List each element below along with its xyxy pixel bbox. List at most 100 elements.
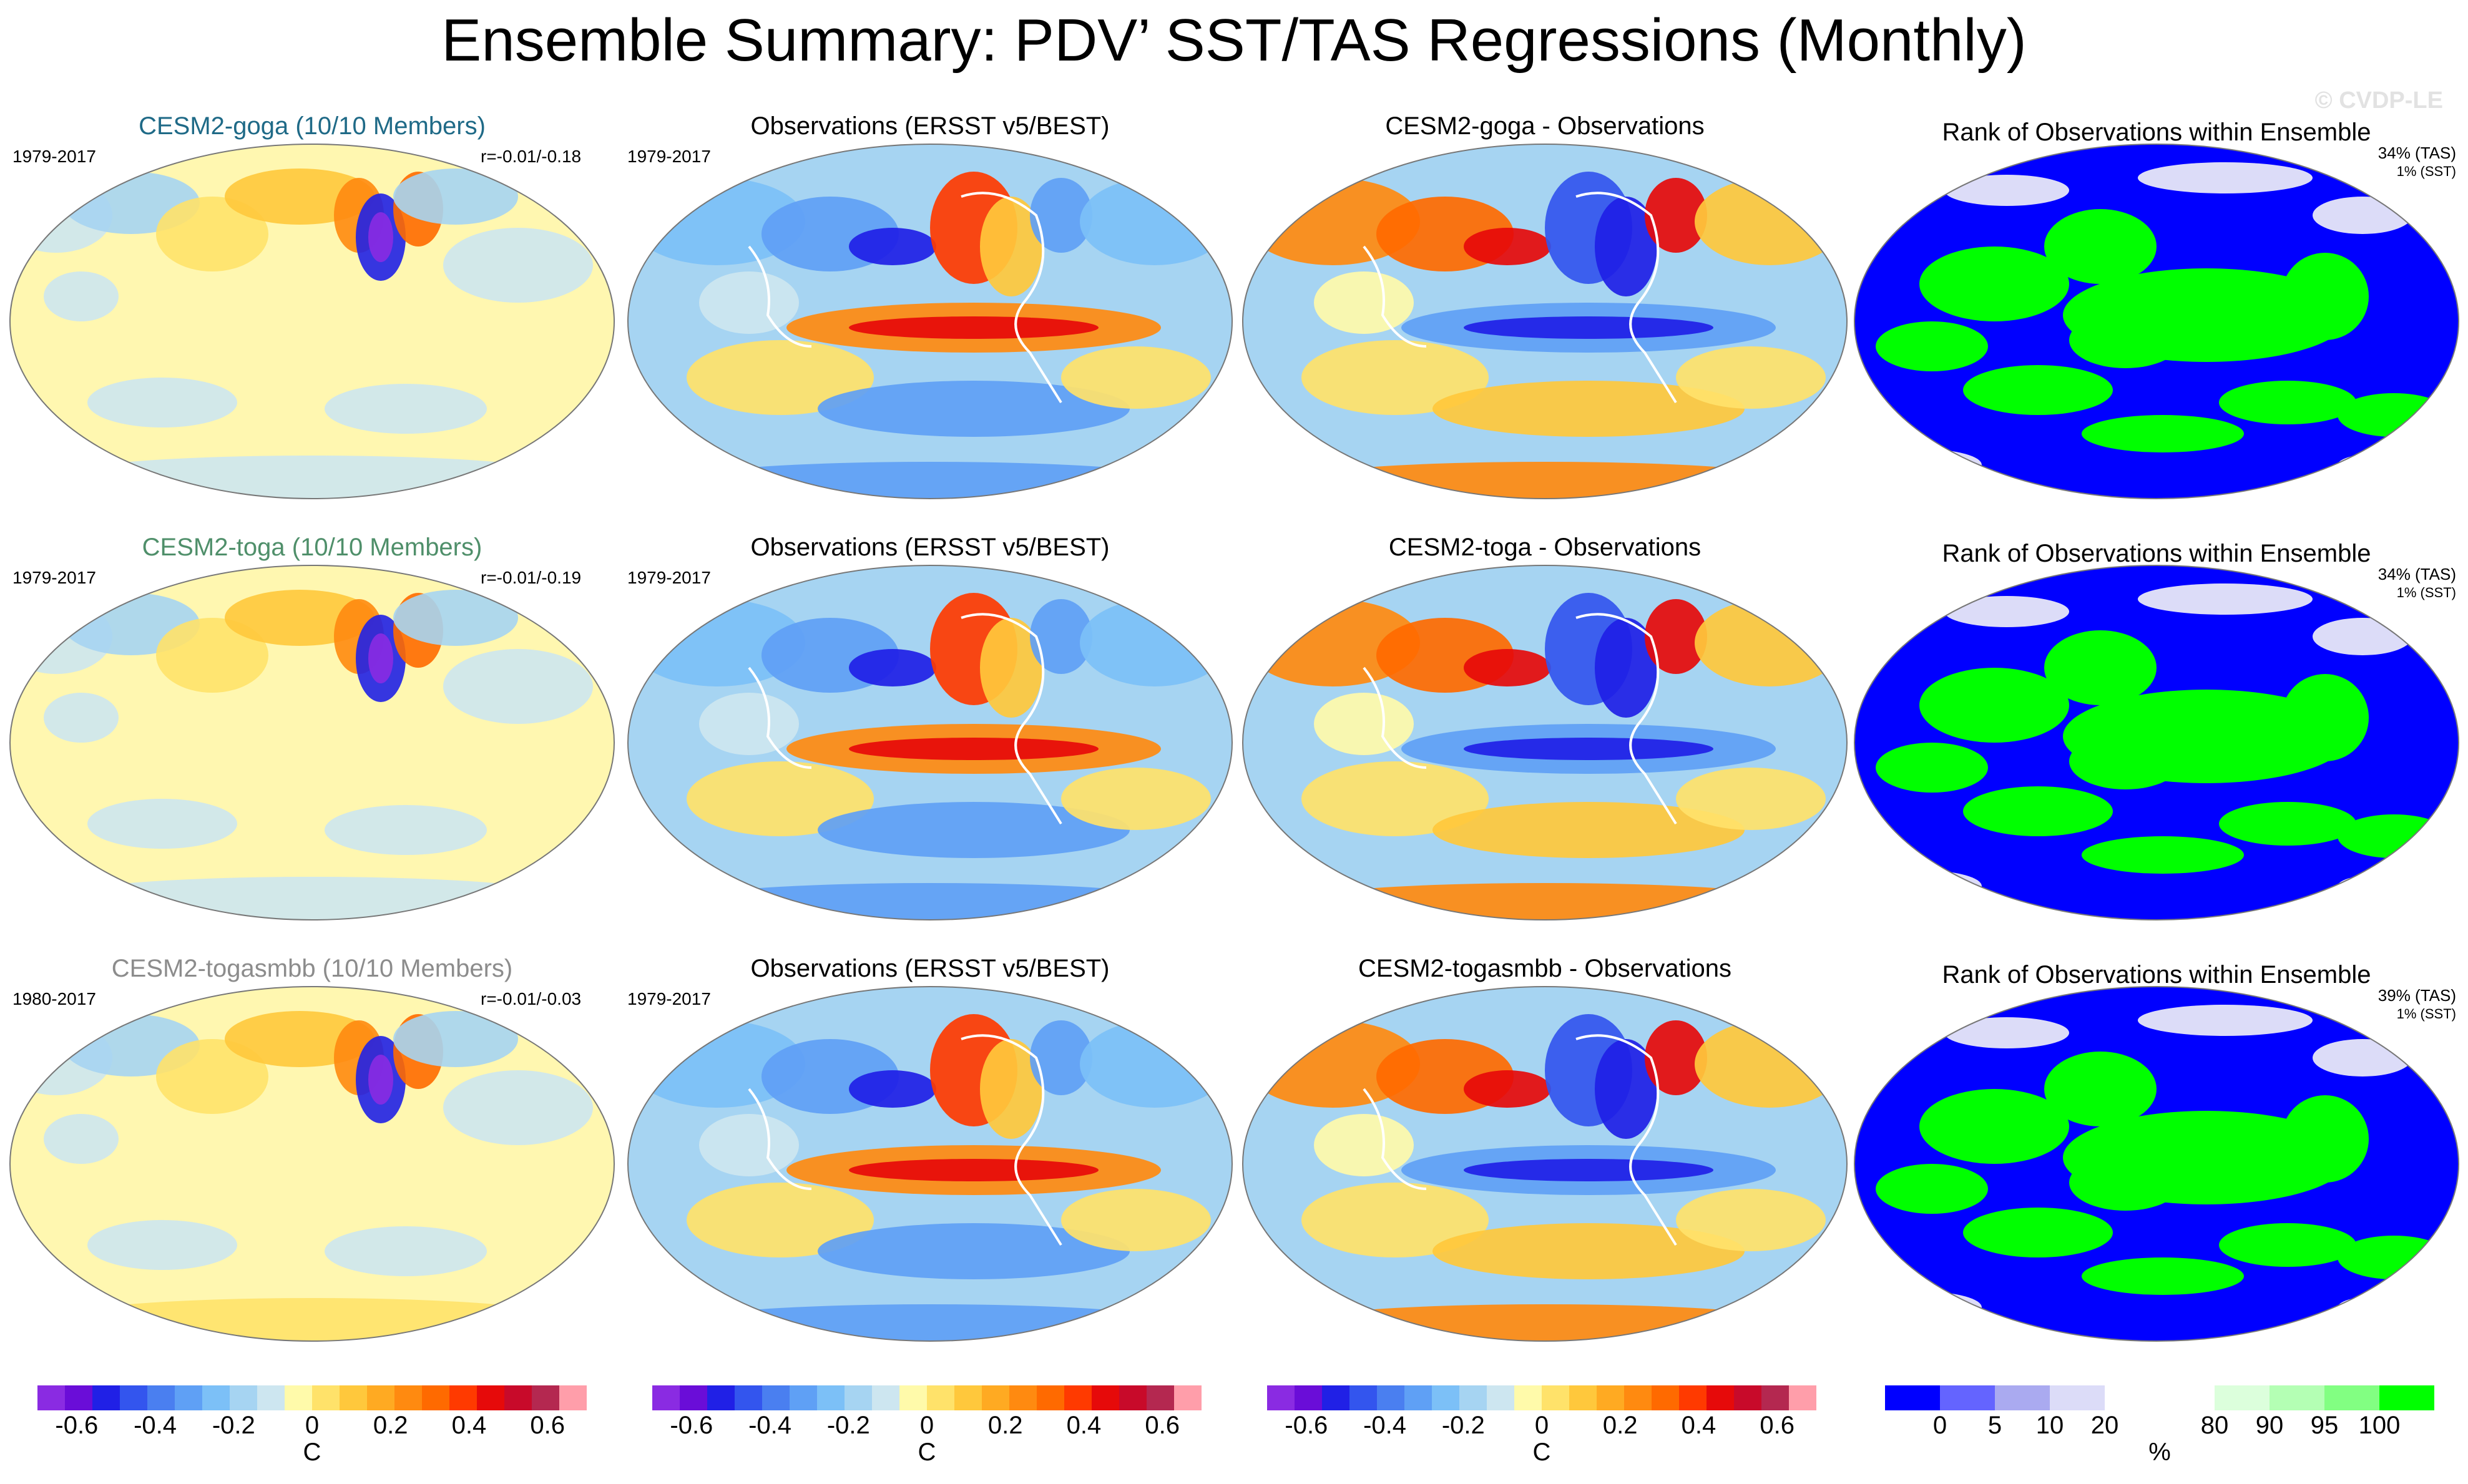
field-blob xyxy=(1695,599,1844,686)
obs-map xyxy=(624,983,1236,1345)
colorbar-tick-label: 10 xyxy=(2035,1412,2064,1439)
field-blob xyxy=(1276,462,1813,499)
colorbar-swatch xyxy=(1037,1385,1064,1410)
field-blob xyxy=(87,378,237,427)
map-rank-0 xyxy=(1851,140,2462,502)
field-blob xyxy=(1061,346,1211,409)
obs-panel-title: Observations (ERSST v5/BEST) xyxy=(750,112,1110,140)
colorbar-swatch xyxy=(1404,1385,1432,1410)
field-blob xyxy=(1464,738,1713,760)
field-blob xyxy=(849,1159,1099,1181)
coastline xyxy=(1575,613,1677,825)
rank-region-mid xyxy=(2313,197,2412,234)
pattern-correlation: r=-0.01/-0.18 xyxy=(481,147,582,166)
rank-region-high xyxy=(2069,1154,2182,1211)
diff-map xyxy=(1239,562,1851,924)
field-blob xyxy=(818,802,1130,858)
rank-region-high xyxy=(2338,393,2450,437)
rank-tas-stat: 34% (TAS) xyxy=(2377,565,2456,583)
rank-region-high xyxy=(2044,209,2157,284)
colorbar-swatch xyxy=(65,1385,92,1410)
rank-region-mid xyxy=(2138,583,2313,615)
model-map xyxy=(6,983,618,1345)
model-period: 1980-2017 xyxy=(12,989,96,1008)
coastline xyxy=(748,245,812,348)
field-blob xyxy=(1645,1020,1707,1095)
diff-panel-title: CESM2-togasmbb - Observations xyxy=(1358,955,1731,982)
field-blob xyxy=(1695,1020,1844,1108)
colorbar-tick-label: 100 xyxy=(2358,1412,2401,1439)
colorbar-swatch xyxy=(1789,1385,1816,1410)
colorbar-swatch xyxy=(707,1385,735,1410)
rank-region-mid xyxy=(1944,175,2069,206)
coastline xyxy=(1575,1034,1677,1246)
rank-region-high xyxy=(2044,630,2157,705)
rank-region-high xyxy=(1876,743,1988,793)
coastline xyxy=(748,666,812,769)
colorbar-tick-label: 80 xyxy=(2200,1412,2229,1439)
coastline xyxy=(1363,245,1427,348)
field-blob xyxy=(325,384,487,434)
field-blob xyxy=(368,633,393,683)
colorbar-swatch xyxy=(477,1385,504,1410)
field-blob xyxy=(1030,1020,1092,1095)
rank-region-high xyxy=(1963,786,2113,836)
colorbar-tick-label: -0.4 xyxy=(134,1412,177,1439)
rank-region-mid xyxy=(1869,1292,1982,1323)
colorbar-swatch xyxy=(2160,1385,2215,1410)
field-blob xyxy=(1432,381,1745,437)
diff-panel-title: CESM2-goga - Observations xyxy=(1385,112,1705,140)
map-outline xyxy=(627,144,1233,499)
rank-region-mid xyxy=(1944,1017,2069,1048)
rank-colorbar xyxy=(1885,1385,2434,1410)
colorbar-tick-label: -0.6 xyxy=(1285,1412,1328,1439)
map-rank-2 xyxy=(1851,983,2462,1345)
field-blob xyxy=(1595,197,1657,296)
rank-region-high xyxy=(2338,1236,2450,1279)
colorbar-tick-label: -0.2 xyxy=(826,1412,870,1439)
colorbar-unit: % xyxy=(2148,1438,2171,1466)
colorbar-swatch xyxy=(37,1385,65,1410)
rank-panel-title: Rank of Observations within Ensemble xyxy=(1942,540,2371,567)
colorbar-swatch xyxy=(367,1385,394,1410)
map-obs-0 xyxy=(624,140,1236,502)
colorbar-swatch xyxy=(2324,1385,2379,1410)
map-outline xyxy=(1854,565,2459,920)
colorbar-swatch xyxy=(927,1385,954,1410)
colorbar-swatch xyxy=(1569,1385,1597,1410)
map-outline xyxy=(9,144,615,499)
rank-region-mid xyxy=(1869,871,1982,902)
map-obs-1 xyxy=(624,562,1236,924)
colorbar-swatch xyxy=(230,1385,257,1410)
diff-map xyxy=(1239,140,1851,502)
field-blob xyxy=(1314,271,1414,334)
rank-region-mid xyxy=(2313,618,2412,655)
colorbar-swatch xyxy=(817,1385,845,1410)
rank-region-high xyxy=(1963,365,2113,415)
field-blob xyxy=(980,618,1042,718)
colorbar-swatch xyxy=(257,1385,285,1410)
colorbar-swatch xyxy=(422,1385,449,1410)
colorbar-tick-label: 0.4 xyxy=(1681,1412,1716,1439)
field-blob xyxy=(443,228,593,303)
rank-panel-title: Rank of Observations within Ensemble xyxy=(1942,119,2371,146)
colorbar-unit: C xyxy=(918,1438,936,1466)
obs-period: 1979-2017 xyxy=(627,568,711,587)
model-map xyxy=(6,140,618,502)
field-blob xyxy=(1595,1039,1657,1139)
colorbar-swatch xyxy=(394,1385,422,1410)
map-outline xyxy=(9,565,615,920)
obs-period: 1979-2017 xyxy=(627,989,711,1008)
colorbar-swatch xyxy=(680,1385,707,1410)
field-blob xyxy=(818,381,1130,437)
colorbar-swatch xyxy=(1761,1385,1789,1410)
field-blob xyxy=(1301,1183,1489,1257)
field-blob xyxy=(980,1039,1042,1139)
colorbar-tick-label: 5 xyxy=(1987,1412,2002,1439)
rank-region-high xyxy=(2281,674,2369,761)
rank-region-high xyxy=(2044,1052,2157,1126)
colorbar-tick-label: 0 xyxy=(919,1412,934,1439)
rank-region-high xyxy=(1919,668,2069,743)
field-blob xyxy=(368,1055,393,1105)
colorbar-tick-label: 0.2 xyxy=(373,1412,408,1439)
